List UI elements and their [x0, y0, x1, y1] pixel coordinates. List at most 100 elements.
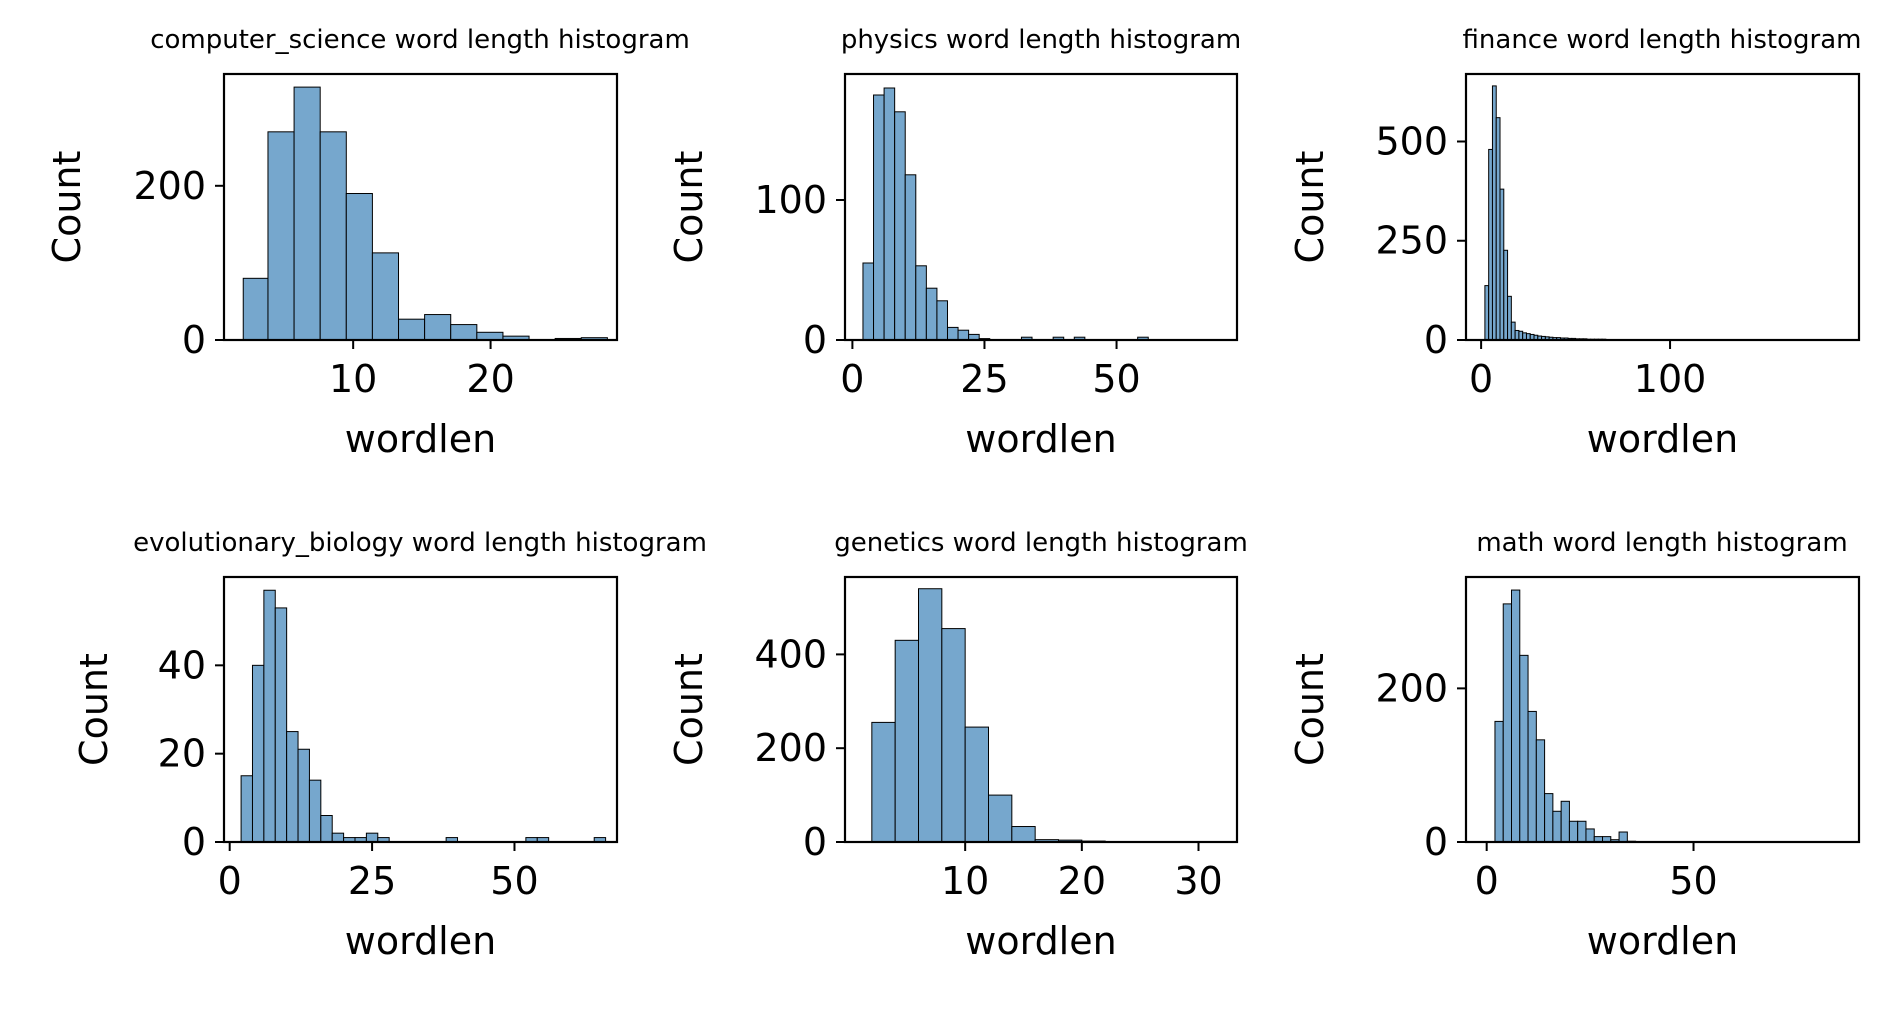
chart-title: computer_science word length histogram [150, 25, 690, 55]
y-tick-label: 0 [1424, 318, 1448, 362]
chart-panel-3: 0 100 0 250 500 finance word length histogram… [1288, 25, 1861, 461]
histogram-bar [946, 326, 959, 341]
histogram-bar [1503, 249, 1509, 341]
histogram-bar [1011, 826, 1036, 843]
histogram-bar [894, 111, 906, 341]
histogram-bar [873, 94, 885, 341]
histogram-bar [371, 252, 400, 341]
chart-panel-4: 0 25 50 0 20 40 evolutionary_biology word leng… [72, 528, 707, 963]
axes-frame [1464, 72, 1861, 342]
y-tick-label: 400 [754, 632, 827, 676]
histogram-bar [1488, 148, 1493, 341]
histogram-bar [918, 588, 943, 843]
chart-title: finance word length histogram [1463, 25, 1862, 55]
axes-frame [843, 575, 1239, 844]
y-axis-label: Count [72, 653, 116, 766]
x-tick-label: 100 [1634, 357, 1707, 401]
histogram-bar [267, 131, 295, 341]
histogram-bar [240, 775, 253, 843]
chart-title: evolutionary_biology word length histogr… [133, 528, 707, 558]
histogram-bar [1577, 820, 1587, 843]
x-tick-label: 25 [348, 859, 396, 903]
x-tick-label: 20 [466, 357, 514, 401]
y-tick-label: 200 [754, 726, 827, 770]
y-axis-label: Count [667, 151, 711, 264]
histogram-bar [1568, 820, 1579, 843]
y-axis-label: Count [667, 653, 711, 766]
chart-title: genetics word length histogram [834, 528, 1248, 558]
y-tick-label: 0 [182, 318, 206, 362]
y-tick-label: 0 [182, 820, 206, 864]
y-axis-label: Count [1288, 653, 1332, 766]
y-tick-label: 250 [1375, 219, 1448, 263]
axes-frame [222, 575, 619, 844]
histogram-bar [476, 331, 504, 341]
histogram-bar [915, 265, 927, 341]
histogram-bar [424, 314, 452, 341]
histogram-bar [925, 287, 938, 341]
histogram-bar [1560, 800, 1570, 843]
histogram-bar [293, 86, 321, 341]
histogram-bar [1519, 654, 1529, 843]
histogram-bar [365, 832, 379, 843]
histogram-bar [1484, 285, 1490, 341]
histogram-bar [398, 318, 426, 341]
x-tick-label: 50 [490, 859, 538, 903]
y-tick-label: 200 [133, 164, 206, 208]
x-axis-label: wordlen [965, 417, 1116, 461]
histogram-bar [862, 262, 875, 341]
histogram-bar [1518, 330, 1524, 341]
x-tick-label: 20 [1058, 859, 1106, 903]
histogram-bar [1494, 720, 1504, 843]
histogram-bar [941, 628, 966, 843]
histogram-bar [883, 87, 896, 341]
histogram-bar [1507, 295, 1512, 341]
x-tick-label: 0 [1475, 859, 1499, 903]
y-tick-label: 0 [803, 820, 827, 864]
x-tick-label: 50 [1669, 859, 1717, 903]
chart-panel-2: 0 25 50 0 100 physics word length histogram wo… [667, 25, 1241, 461]
chart-panel-5: 10 20 30 0 200 400 genetics word length histog… [667, 528, 1248, 963]
histogram-bar [274, 607, 288, 843]
histogram-bar [331, 832, 345, 843]
x-axis-label: wordlen [1587, 417, 1738, 461]
histogram-bar [1502, 603, 1513, 843]
y-tick-label: 0 [803, 318, 827, 362]
y-tick-label: 100 [754, 178, 827, 222]
x-axis-label: wordlen [965, 919, 1116, 963]
x-tick-label: 30 [1174, 859, 1222, 903]
histogram-bar [1585, 828, 1595, 843]
histogram-bar [1511, 589, 1521, 843]
histogram-bar [1535, 739, 1546, 843]
x-tick-label: 10 [329, 357, 377, 401]
y-tick-label: 0 [1424, 820, 1448, 864]
chart-panel-6: 0 50 0 200 math word length histogram wordlen… [1288, 528, 1861, 963]
histogram-bar [964, 726, 990, 843]
histogram-bar [297, 748, 310, 843]
histogram-bar [894, 639, 920, 843]
histogram-bar [450, 324, 478, 341]
y-axis-label: Count [1288, 151, 1332, 264]
histogram-bar [319, 131, 347, 341]
axes-frame [843, 72, 1239, 342]
y-tick-label: 20 [158, 732, 206, 776]
axes-frame [1464, 575, 1861, 844]
histogram-bar [251, 664, 265, 843]
x-axis-label: wordlen [345, 417, 496, 461]
chart-title: physics word length histogram [841, 25, 1241, 55]
histogram-bar [1544, 793, 1554, 843]
y-tick-label: 500 [1375, 119, 1448, 163]
histogram-bar [988, 794, 1013, 843]
axes-frame [222, 72, 619, 342]
x-tick-label: 25 [960, 357, 1008, 401]
y-tick-label: 40 [158, 643, 206, 687]
x-tick-label: 0 [218, 859, 242, 903]
chart-title: math word length histogram [1476, 528, 1847, 558]
y-axis-label: Count [45, 151, 89, 264]
histogram-bar [308, 779, 322, 843]
histogram-bar [1491, 85, 1497, 341]
histogram-bar [345, 193, 373, 341]
histogram-bar [1552, 810, 1562, 843]
histogram-bar [242, 277, 269, 341]
